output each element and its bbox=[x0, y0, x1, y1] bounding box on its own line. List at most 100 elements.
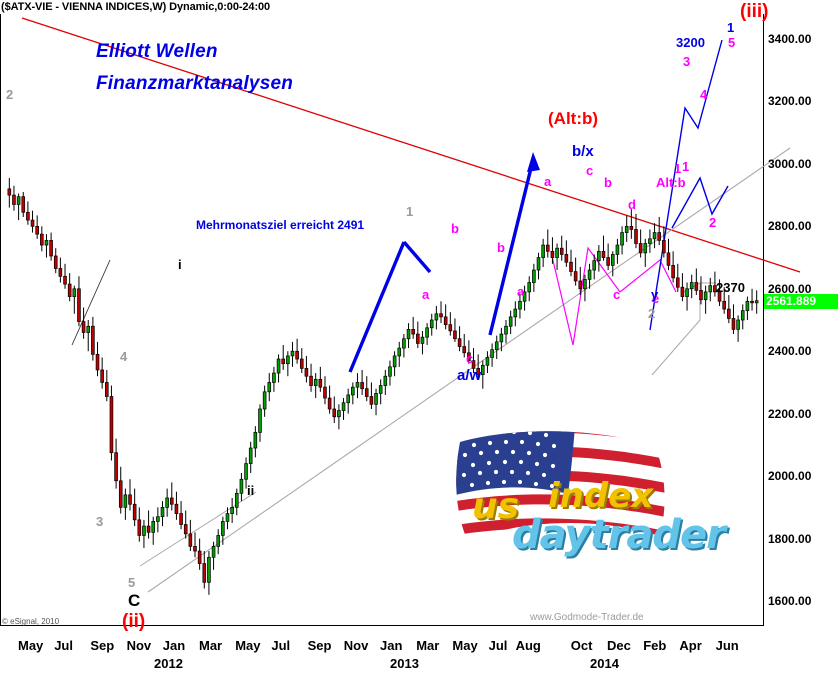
magenta-de-path bbox=[619, 259, 677, 293]
time-tick-nov-3: Nov bbox=[126, 638, 152, 653]
candle-body bbox=[559, 247, 564, 255]
candle-body bbox=[44, 240, 49, 246]
candle-body bbox=[193, 546, 197, 552]
candle-body bbox=[100, 369, 104, 383]
annotation-mehrmonatsziel: Mehrmonatsziel erreicht 2491 bbox=[196, 218, 365, 232]
candle-body bbox=[234, 492, 239, 508]
candle-body bbox=[35, 225, 39, 235]
label-gray-5: 5 bbox=[128, 575, 136, 590]
label-magenta-b3: b bbox=[604, 175, 612, 190]
candle-body bbox=[527, 282, 532, 293]
time-tick-nov-9: Nov bbox=[343, 638, 369, 653]
candle-body bbox=[304, 368, 309, 377]
candle-body bbox=[745, 300, 750, 311]
candle-body bbox=[369, 396, 374, 405]
candle-body bbox=[522, 291, 527, 302]
candle-body bbox=[360, 382, 364, 390]
candle-body bbox=[346, 394, 350, 404]
candle-body bbox=[77, 288, 81, 322]
chart-title: ($ATX-VIE - VIENNA INDICES,W) Dynamic,0:… bbox=[1, 1, 271, 13]
label-magenta-4: 4 bbox=[700, 87, 708, 102]
candle-body bbox=[221, 521, 225, 536]
candle-body bbox=[592, 260, 597, 271]
candle-body bbox=[429, 319, 434, 329]
candle-body bbox=[536, 257, 541, 271]
candle-body bbox=[550, 250, 555, 258]
forecast-impulse-up bbox=[649, 39, 723, 331]
candle-body bbox=[26, 211, 30, 221]
time-tick-mar-11: Mar bbox=[416, 638, 440, 653]
candle-body bbox=[207, 556, 211, 583]
time-tick-sep-2: Sep bbox=[90, 638, 115, 653]
candle-body bbox=[197, 550, 202, 564]
candle-body bbox=[202, 563, 207, 583]
candle-body bbox=[137, 519, 142, 536]
candle-body bbox=[253, 432, 258, 449]
candle-body bbox=[146, 525, 151, 533]
label-magenta-b1: b bbox=[451, 221, 459, 236]
time-tick-sep-8: Sep bbox=[307, 638, 332, 653]
price-tick-3200-00: 3200.00 bbox=[768, 94, 812, 109]
candle-body bbox=[313, 378, 318, 386]
candle-body bbox=[457, 338, 462, 347]
annotation-target-3200: 3200 bbox=[676, 35, 705, 50]
candle-body bbox=[680, 286, 685, 297]
candle-body bbox=[295, 350, 299, 360]
candle-body bbox=[318, 378, 323, 388]
candle-body bbox=[86, 325, 91, 333]
candle-body bbox=[332, 408, 337, 418]
candle-body bbox=[666, 252, 671, 266]
price-tick-3400-00: 3400.00 bbox=[768, 31, 812, 46]
candle-body bbox=[689, 282, 694, 290]
candle-body bbox=[703, 291, 708, 301]
candle-body bbox=[587, 269, 592, 280]
candle-body bbox=[708, 285, 713, 293]
label-gray-1: 1 bbox=[406, 204, 414, 219]
price-tick-3000-00: 3000.00 bbox=[768, 156, 812, 171]
candle-body bbox=[541, 244, 545, 258]
price-tick-2000-00: 2000.00 bbox=[768, 469, 812, 484]
candle-body bbox=[323, 386, 327, 399]
candle-body bbox=[225, 513, 230, 522]
candle-body bbox=[754, 300, 759, 304]
label-magenta-1: 1 bbox=[682, 159, 690, 174]
candle-body bbox=[601, 250, 606, 258]
candle-body bbox=[118, 480, 123, 508]
label-wave-C: C bbox=[128, 591, 141, 610]
time-tick-jul-13: Jul bbox=[488, 638, 508, 653]
candle-body bbox=[388, 366, 392, 377]
candle-body bbox=[471, 360, 476, 369]
candle-body bbox=[713, 285, 717, 293]
candle-body bbox=[662, 240, 666, 254]
us-index-daytrader-logo: us index daytrader bbox=[430, 424, 726, 584]
candle-body bbox=[114, 452, 118, 482]
candle-body bbox=[355, 382, 360, 388]
candle-body bbox=[364, 388, 369, 397]
candle-body bbox=[685, 288, 689, 297]
time-tick-dec-16: Dec bbox=[607, 638, 631, 653]
label-magenta-e3: e bbox=[652, 291, 660, 306]
time-tick-jul-1: Jul bbox=[54, 638, 73, 653]
time-tick-may-6: May bbox=[235, 638, 261, 653]
candle-body bbox=[610, 254, 615, 266]
trendline-gray-support bbox=[147, 147, 791, 593]
candle-body bbox=[513, 308, 518, 318]
candle-body bbox=[392, 355, 397, 368]
candle-body bbox=[286, 355, 290, 365]
candle-body bbox=[81, 321, 86, 333]
candle-body bbox=[629, 225, 634, 230]
candle-body bbox=[142, 525, 146, 536]
candle-body bbox=[151, 521, 156, 533]
time-year-2013: 2013 bbox=[390, 656, 419, 671]
label-a-w: a/w bbox=[457, 367, 482, 384]
candle-body bbox=[490, 349, 494, 358]
candle-body bbox=[504, 325, 508, 335]
candle-body bbox=[694, 282, 699, 291]
price-tick-2800-00: 2800.00 bbox=[768, 219, 812, 234]
candle-body bbox=[499, 333, 504, 343]
logo-text-index: index bbox=[548, 476, 654, 516]
label-alt-b-major: (Alt:b) bbox=[548, 109, 599, 128]
magenta-abc-path bbox=[550, 246, 621, 346]
candle-body bbox=[132, 503, 137, 521]
